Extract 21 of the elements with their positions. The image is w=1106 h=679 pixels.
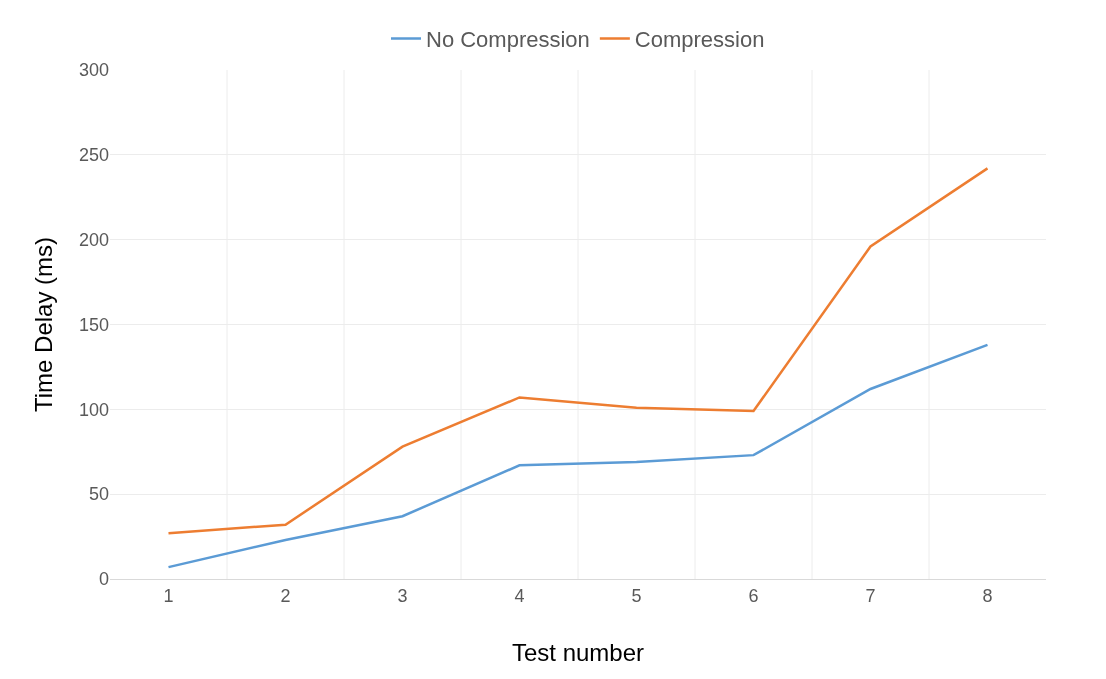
x-tick-label: 5 [631, 585, 642, 606]
y-axis-title: Time Delay (ms) [30, 236, 57, 413]
x-axis-title: Test number [511, 639, 645, 666]
x-tick-label: 3 [397, 585, 408, 606]
line-series [167, 167, 989, 535]
x-tick-label: 2 [280, 585, 291, 606]
y-tick-label: 300 [78, 60, 109, 81]
y-tick-label: 100 [78, 399, 109, 420]
x-tick-label: 7 [865, 585, 876, 606]
y-tick-label: 50 [88, 484, 109, 505]
legend-label: No Compression [426, 27, 590, 53]
y-tick-label: 150 [78, 314, 109, 335]
y-tick-label: 200 [78, 229, 109, 250]
y-tick-label: 250 [78, 145, 109, 166]
line-series [167, 343, 989, 569]
x-tick-label: 8 [982, 585, 993, 606]
x-tick-label: 4 [514, 585, 525, 606]
x-tick-label: 6 [748, 585, 759, 606]
y-tick-label: 0 [98, 569, 109, 590]
legend-label: Compression [634, 27, 765, 53]
x-tick-label: 1 [163, 585, 174, 606]
